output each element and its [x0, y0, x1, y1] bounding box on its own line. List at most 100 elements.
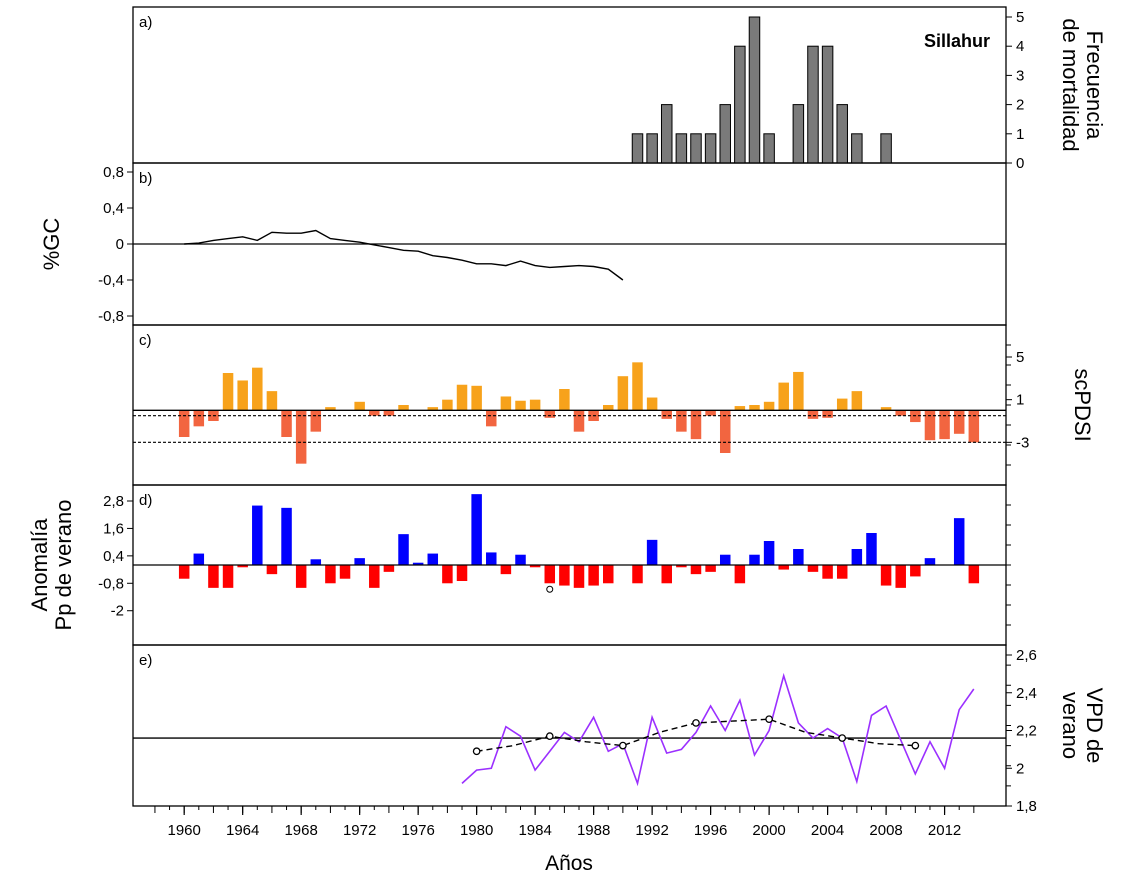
precip-bar — [544, 565, 556, 584]
precip-bar — [749, 554, 760, 565]
precip-bar — [851, 549, 863, 565]
y-tick-label: 0 — [1016, 155, 1024, 172]
y-tick-label: -0,8 — [98, 308, 124, 325]
scpdsi-bar — [836, 398, 848, 411]
y-tick-label: 5 — [1016, 9, 1024, 26]
scpdsi-bar — [895, 410, 906, 416]
site-label: Sillahur — [924, 31, 990, 51]
precip-bar — [252, 505, 263, 565]
y-axis-title: %GC — [39, 218, 64, 271]
precip-bar — [836, 565, 848, 579]
mortality-bar — [763, 133, 775, 164]
y-axis-title: scPDSI — [1070, 368, 1095, 441]
x-tick-label: 1988 — [577, 822, 610, 839]
mortality-bar — [792, 104, 805, 164]
precip-bar — [208, 565, 219, 588]
y-axis-title: Frecuenciade mortalidad — [1058, 18, 1107, 151]
scpdsi-bar — [690, 410, 702, 440]
y-tick-label: 1 — [1016, 126, 1024, 143]
precip-bar — [266, 565, 278, 575]
precip-bar — [369, 565, 380, 588]
x-tick-label: 1984 — [518, 822, 551, 839]
y-tick-label: 5 — [1016, 349, 1024, 366]
mortality-bar — [719, 104, 731, 164]
scpdsi-bar — [778, 382, 789, 411]
scpdsi-bar — [369, 410, 380, 416]
precip-bar — [661, 565, 672, 584]
precip-bar — [676, 565, 687, 568]
scpdsi-bar — [266, 391, 278, 411]
panel-e-summer-vpd: 1,8 2 2,2 2,4 2,6 e) VPD deverano — [132, 644, 1107, 815]
scpdsi-bar — [617, 376, 629, 411]
precip-bar — [559, 565, 570, 586]
precip-bar — [822, 565, 833, 579]
vpd-point-marker — [692, 719, 700, 727]
x-tick-label: 1960 — [167, 822, 200, 839]
y-tick-label: -0,8 — [98, 575, 124, 592]
x-tick-label: 1964 — [226, 822, 259, 839]
mortality-bar — [880, 133, 892, 164]
panel-label: d) — [139, 492, 152, 509]
x-tick-label: 1996 — [694, 822, 727, 839]
x-tick-label: 1968 — [284, 822, 317, 839]
vpd-point-marker — [911, 741, 920, 750]
scpdsi-bar — [500, 396, 512, 411]
scpdsi-bar — [325, 407, 336, 411]
scpdsi-bar — [573, 410, 585, 432]
precip-bar — [310, 559, 322, 565]
scpdsi-bar — [793, 371, 804, 411]
precip-bar — [193, 553, 205, 565]
precip-bar — [968, 565, 980, 584]
vpd-point-marker — [545, 732, 554, 741]
scpdsi-bar — [354, 401, 365, 411]
precip-bar — [486, 552, 497, 565]
mortality-bar — [807, 45, 819, 164]
scpdsi-bar — [632, 362, 643, 411]
mortality-bar — [690, 133, 702, 164]
precip-bar — [588, 565, 599, 586]
precip-bar — [339, 565, 351, 579]
y-axis-title-line: verano — [1058, 692, 1083, 759]
scpdsi-bar — [310, 410, 322, 432]
y-tick-label: 0,8 — [103, 164, 124, 181]
scpdsi-bar — [646, 397, 658, 411]
y-tick-label: 4 — [1016, 38, 1024, 55]
panel-label: e) — [139, 652, 152, 669]
precip-bar — [325, 565, 336, 584]
precip-bar — [953, 518, 965, 565]
precip-bar — [500, 565, 512, 575]
precip-bar — [690, 565, 702, 575]
scpdsi-bar — [924, 410, 936, 441]
scpdsi-bar — [471, 385, 482, 411]
scpdsi-bar — [822, 410, 833, 418]
panel-label: b) — [139, 170, 152, 187]
precip-bar — [924, 558, 936, 565]
precip-bar — [456, 565, 468, 581]
panel-d-summer-precip-anomaly: -2 -0,8 0,4 1,6 2,8 d) AnomalíaPp de verano — [27, 484, 1011, 646]
y-tick-label: 2 — [1016, 97, 1024, 114]
scpdsi-bar — [749, 405, 760, 411]
scpdsi-bar — [544, 410, 556, 418]
precip-bar — [793, 549, 804, 565]
vpd-point-marker — [472, 747, 481, 756]
precip-bar — [763, 541, 775, 565]
y-tick-label: 0 — [116, 236, 124, 253]
precip-bar — [807, 565, 819, 572]
panel-label: a) — [139, 14, 152, 31]
x-axis: 1960 1964 1968 1972 1976 1980 1984 1988 1992 1996… — [154, 806, 975, 839]
y-tick-label: 2,4 — [1016, 685, 1037, 702]
y-tick-label: 3 — [1016, 67, 1024, 84]
scpdsi-bar — [807, 410, 819, 419]
mortality-bar — [646, 133, 658, 164]
precip-bar — [222, 565, 234, 588]
vpd-point-marker — [838, 734, 847, 742]
mortality-bar — [836, 104, 848, 164]
panel-c-scpdsi: -3 1 5 c) scPDSI — [132, 324, 1095, 486]
scpdsi-bar — [719, 410, 731, 453]
x-tick-label: 1972 — [343, 822, 376, 839]
y-axis-title-line: %GC — [39, 218, 64, 271]
anomaly-marker — [546, 585, 554, 593]
scpdsi-bar — [281, 410, 292, 437]
mortality-bar — [851, 133, 863, 164]
